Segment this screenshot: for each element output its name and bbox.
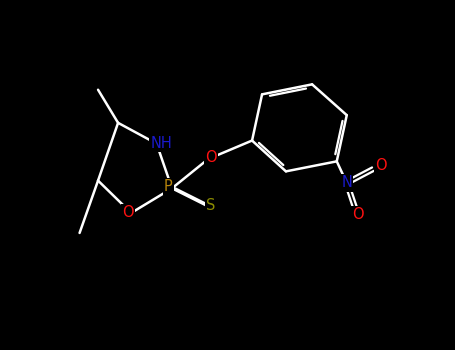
Text: O: O	[122, 205, 134, 220]
Text: O: O	[353, 207, 364, 222]
Text: O: O	[375, 158, 386, 173]
Text: O: O	[205, 150, 217, 165]
Text: N: N	[341, 175, 352, 190]
Text: NH: NH	[150, 136, 172, 151]
Text: S: S	[206, 198, 215, 213]
Text: P: P	[164, 179, 172, 194]
